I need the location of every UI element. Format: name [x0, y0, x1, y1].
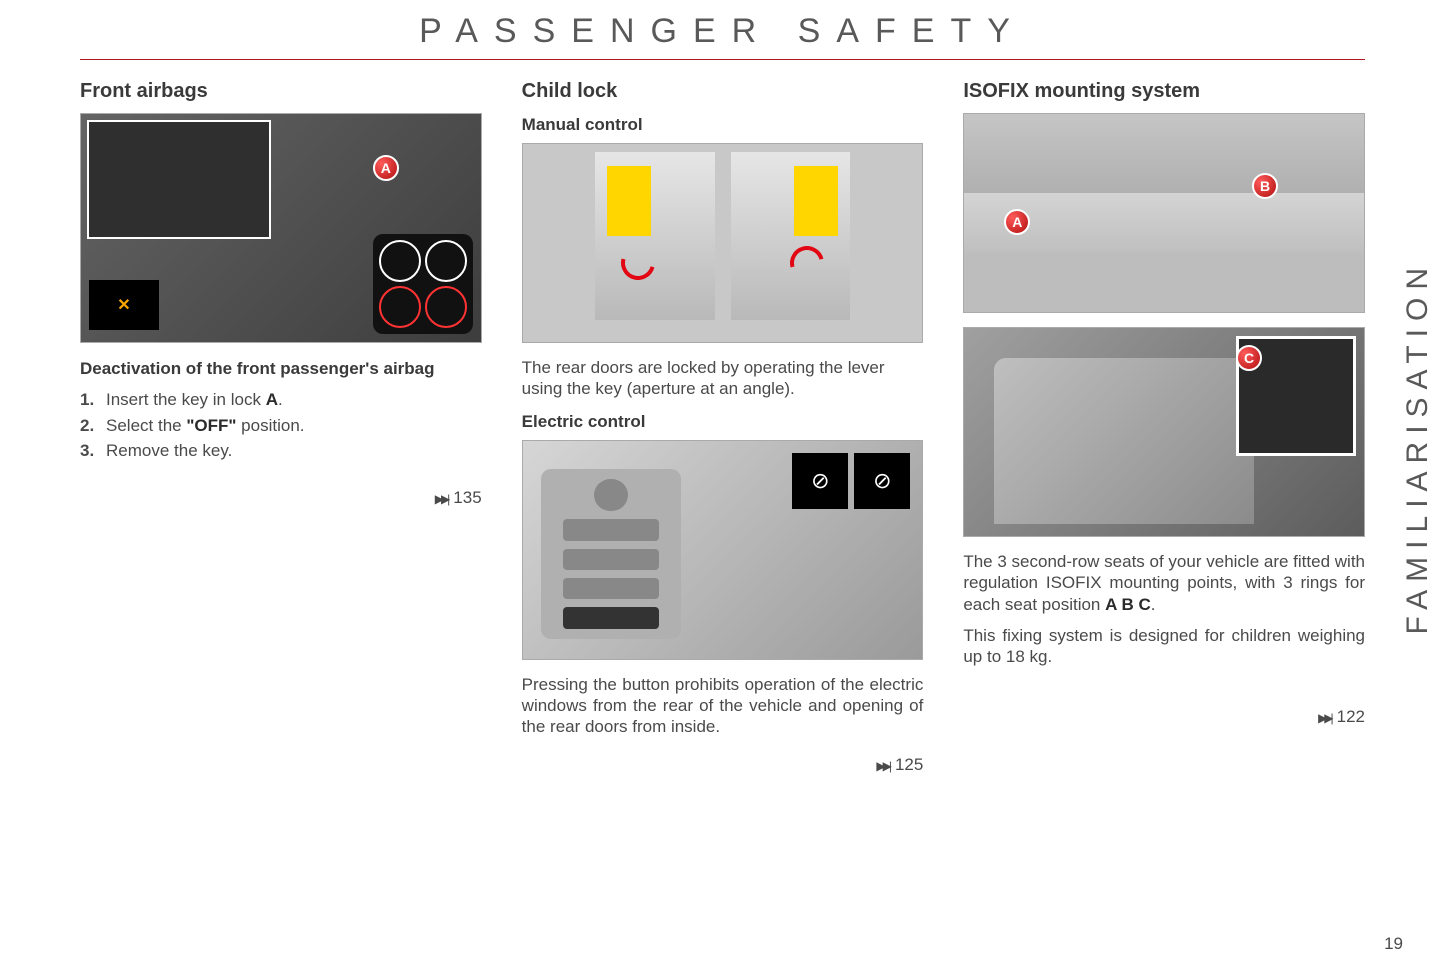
subheading-electric-control: Electric control: [522, 412, 924, 432]
window-button: [563, 549, 659, 570]
manual-control-text: The rear doors are locked by operating t…: [522, 357, 924, 400]
column-child-lock: Child lock Manual control The rear doors…: [522, 80, 924, 775]
window-button: [563, 578, 659, 599]
step-2: 2. Select the "OFF" position.: [80, 413, 482, 439]
step-3: 3. Remove the key.: [80, 438, 482, 464]
warning-label-icon: [607, 166, 651, 236]
indicator-icons: ⊘ ⊘: [792, 453, 910, 509]
step-text: Remove the key.: [106, 438, 232, 464]
column-isofix: ISOFIX mounting system A B C The 3 secon…: [963, 80, 1365, 775]
page-ref-122: 122: [963, 707, 1365, 727]
step-number: 2.: [80, 413, 106, 439]
airbag-off-icon: [379, 286, 421, 328]
figure-isofix-anchor: C: [963, 327, 1365, 537]
page-ref-number: 135: [453, 488, 481, 508]
page-number: 19: [1384, 934, 1403, 954]
figure-isofix-seat: A B: [963, 113, 1365, 313]
airbag-warning-icon: ✕: [89, 280, 159, 330]
child-lock-icon: ⊘: [854, 453, 910, 509]
step-text: Select the "OFF" position.: [106, 413, 305, 439]
page-ref-icon: [435, 488, 448, 508]
electric-control-text: Pressing the button prohibits operation …: [522, 674, 924, 738]
deactivation-steps: 1. Insert the key in lock A. 2. Select t…: [80, 387, 482, 464]
page-ref-number: 122: [1337, 707, 1365, 727]
rotate-arrow-icon: [784, 240, 830, 286]
side-tab-familiarisation: FAMILIARISATION: [1401, 260, 1435, 635]
seat-off-icon: [425, 286, 467, 328]
isofix-body-2: This fixing system is designed for child…: [963, 625, 1365, 668]
step-text: Insert the key in lock A.: [106, 387, 283, 413]
isofix-body-1: The 3 second-row seats of your vehicle a…: [963, 551, 1365, 615]
step-1: 1. Insert the key in lock A.: [80, 387, 482, 413]
column-front-airbags: Front airbags A ✕ Deactivation of the fr…: [80, 80, 482, 775]
door-pillar-left: [595, 152, 715, 320]
step-number: 3.: [80, 438, 106, 464]
airbag-on-icon: [379, 240, 421, 282]
page-ref-number: 125: [895, 755, 923, 775]
figure-child-lock-manual: [522, 143, 924, 343]
marker-c: C: [1236, 345, 1262, 371]
step-number: 1.: [80, 387, 106, 413]
seat-back: [964, 114, 1364, 193]
heading-front-airbags: Front airbags: [80, 80, 482, 103]
figure-child-lock-electric: ⊘ ⊘: [522, 440, 924, 660]
page-ref-icon: [1318, 707, 1331, 727]
rotate-arrow-icon: [614, 240, 660, 286]
page-title: PASSENGER SAFETY: [0, 0, 1445, 59]
content-columns: Front airbags A ✕ Deactivation of the fr…: [0, 60, 1445, 775]
window-control-panel: [541, 469, 681, 639]
figure-front-airbag: A ✕: [80, 113, 482, 343]
heading-child-lock: Child lock: [522, 80, 924, 103]
page-ref-135: 135: [80, 488, 482, 508]
airbag-indicator-panel: [373, 234, 473, 334]
subheading-manual-control: Manual control: [522, 115, 924, 135]
warning-label-icon: [794, 166, 838, 236]
page-ref-125: 125: [522, 755, 924, 775]
mirror-control-icon: [594, 479, 628, 512]
door-pillar-right: [731, 152, 851, 320]
window-disabled-icon: ⊘: [792, 453, 848, 509]
heading-isofix: ISOFIX mounting system: [963, 80, 1365, 103]
window-button: [563, 519, 659, 540]
seat-back-detail: [994, 358, 1254, 524]
marker-a: A: [373, 155, 399, 181]
subheading-deactivation: Deactivation of the front passenger's ai…: [80, 359, 482, 379]
seat-on-icon: [425, 240, 467, 282]
page-ref-icon: [876, 755, 889, 775]
child-lock-button: [563, 607, 659, 628]
figure-inset-key-switch: [87, 120, 271, 239]
